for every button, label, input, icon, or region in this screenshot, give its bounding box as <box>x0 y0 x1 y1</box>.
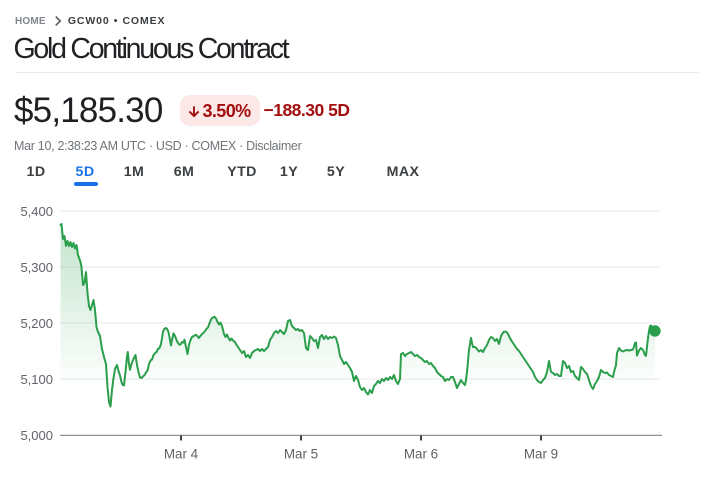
svg-text:5,300: 5,300 <box>20 260 53 275</box>
svg-text:5,200: 5,200 <box>20 316 53 331</box>
svg-text:5,400: 5,400 <box>20 204 53 219</box>
svg-text:Mar 5: Mar 5 <box>284 447 318 462</box>
svg-text:Mar 4: Mar 4 <box>164 447 199 462</box>
svg-text:Mar 9: Mar 9 <box>524 447 558 462</box>
svg-text:5,100: 5,100 <box>20 372 53 387</box>
svg-text:Mar 6: Mar 6 <box>404 447 438 462</box>
svg-text:5,000: 5,000 <box>20 428 53 443</box>
